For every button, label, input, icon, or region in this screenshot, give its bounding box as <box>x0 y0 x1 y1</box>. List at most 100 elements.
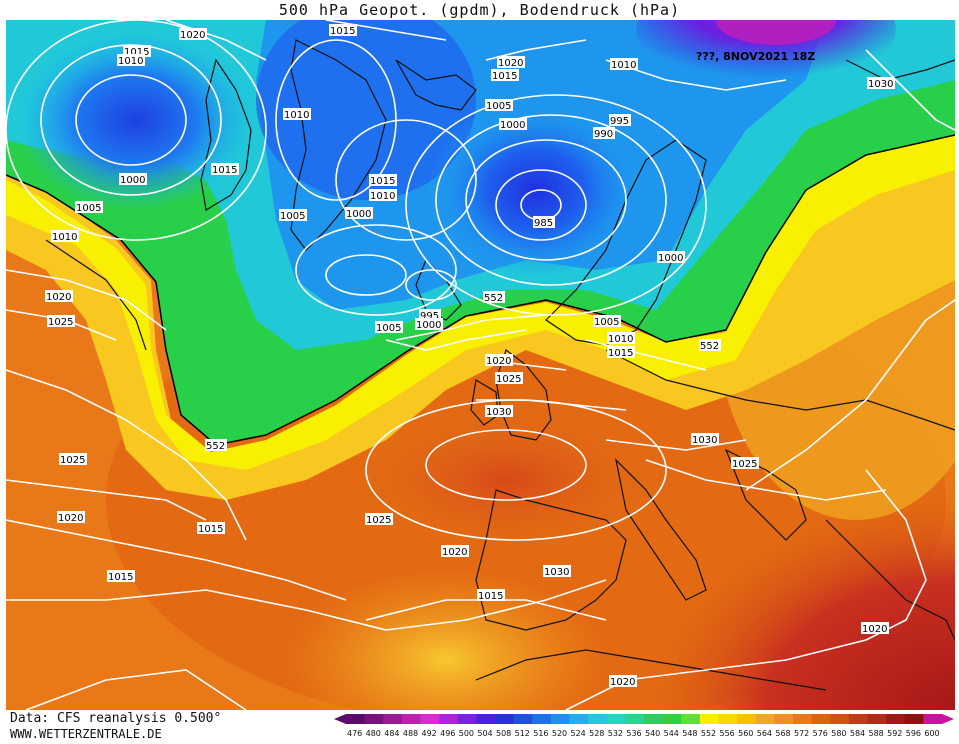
pressure-label: 1000 <box>119 173 147 186</box>
legend-swatch <box>401 714 421 724</box>
svg-text:1000: 1000 <box>500 120 525 131</box>
legend-swatch <box>383 714 403 724</box>
pressure-label: 1025 <box>47 315 75 328</box>
legend-tick-label: 512 <box>515 729 530 738</box>
legend-tick-label: 556 <box>720 729 735 738</box>
svg-text:1025: 1025 <box>60 455 85 466</box>
svg-text:1030: 1030 <box>692 435 717 446</box>
legend-swatch <box>420 714 440 724</box>
pressure-label: 1015 <box>211 163 239 176</box>
legend-tick-label: 504 <box>477 729 492 738</box>
svg-text:1010: 1010 <box>611 60 636 71</box>
pressure-label: 1010 <box>369 189 397 202</box>
pressure-label: 1015 <box>607 346 635 359</box>
chart-title: 500 hPa Geopot. (gpdm), Bodendruck (hPa) <box>278 1 681 19</box>
legend-swatch <box>681 714 701 724</box>
svg-text:1025: 1025 <box>496 374 521 385</box>
svg-text:1010: 1010 <box>52 232 77 243</box>
svg-text:1005: 1005 <box>594 317 619 328</box>
svg-text:1010: 1010 <box>370 191 395 202</box>
svg-text:552: 552 <box>484 293 503 304</box>
pressure-label: 1005 <box>485 99 513 112</box>
svg-text:1015: 1015 <box>478 591 503 602</box>
pressure-label: 1020 <box>861 622 889 635</box>
pressure-label: 1025 <box>731 457 759 470</box>
pressure-label: 1015 <box>107 570 135 583</box>
pressure-label: 1000 <box>499 118 527 131</box>
legend-tick-label: 572 <box>794 729 809 738</box>
yellow-bright-band <box>6 128 955 470</box>
legend-tick-label: 500 <box>459 729 474 738</box>
svg-text:1015: 1015 <box>212 165 237 176</box>
isohypse-552 <box>6 134 955 446</box>
svg-text:1020: 1020 <box>610 677 635 688</box>
pressure-label: 1030 <box>691 433 719 446</box>
pressure-label: 1015 <box>329 24 357 37</box>
svg-text:1020: 1020 <box>498 58 523 69</box>
legend-swatch <box>532 714 552 724</box>
legend-tick-label: 592 <box>887 729 902 738</box>
legend-swatch <box>755 714 775 724</box>
legend-swatch <box>774 714 794 724</box>
pressure-label: 1000 <box>345 207 373 220</box>
legend-tick-label: 488 <box>403 729 418 738</box>
legend-swatch <box>439 714 459 724</box>
legend-tick-label: 560 <box>738 729 753 738</box>
svg-text:1000: 1000 <box>416 320 441 331</box>
weather-map: 1015 1010 1020 1015 1020 1015 1010 1030 … <box>6 20 955 710</box>
high-red-core <box>356 410 656 550</box>
svg-text:1020: 1020 <box>442 547 467 558</box>
legend-tick-label: 484 <box>384 729 399 738</box>
pressure-label: 1005 <box>593 315 621 328</box>
legend-tick-label: 568 <box>775 729 790 738</box>
svg-text:1030: 1030 <box>868 79 893 90</box>
svg-text:1015: 1015 <box>198 524 223 535</box>
svg-text:1020: 1020 <box>862 624 887 635</box>
pressure-label: 985 <box>533 216 555 229</box>
isobars <box>6 20 955 710</box>
legend-tick-label: 584 <box>850 729 865 738</box>
pressure-label: 1010 <box>117 54 145 67</box>
legend-swatch <box>904 714 924 724</box>
legend-swatch <box>364 714 384 724</box>
legend-arrow-right <box>942 714 954 724</box>
legend-swatch <box>737 714 757 724</box>
svg-text:1010: 1010 <box>118 56 143 67</box>
pressure-label: 1015 <box>477 589 505 602</box>
legend-swatch <box>923 714 943 724</box>
svg-text:552: 552 <box>206 441 225 452</box>
pressure-label: 1015 <box>369 174 397 187</box>
polar-low-core <box>716 20 836 45</box>
legend-tick-label: 528 <box>589 729 604 738</box>
legend-swatch <box>662 714 682 724</box>
legend-swatch <box>588 714 608 724</box>
pressure-label: 1005 <box>75 201 103 214</box>
svg-text:1010: 1010 <box>284 110 309 121</box>
pressure-label: 1025 <box>365 513 393 526</box>
geopotential-label: 552 <box>483 291 505 304</box>
legend-tick-label: 576 <box>813 729 828 738</box>
date-stamp: ???, 8NOV2021 18Z <box>696 50 815 63</box>
svg-text:1025: 1025 <box>48 317 73 328</box>
svg-text:1020: 1020 <box>486 356 511 367</box>
svg-text:1020: 1020 <box>58 513 83 524</box>
pressure-label: 1025 <box>495 372 523 385</box>
legend-tick-label: 532 <box>608 729 623 738</box>
legend-swatch <box>793 714 813 724</box>
legend-tick-label: 548 <box>682 729 697 738</box>
pressure-label: 1010 <box>283 108 311 121</box>
legend-tick-label: 540 <box>645 729 660 738</box>
legend-tick-label: 492 <box>422 729 437 738</box>
svg-text:1015: 1015 <box>370 176 395 187</box>
svg-text:1020: 1020 <box>46 292 71 303</box>
legend-tick-label: 496 <box>440 729 455 738</box>
svg-text:1030: 1030 <box>486 407 511 418</box>
pressure-label: 1020 <box>57 511 85 524</box>
svg-text:1010: 1010 <box>608 334 633 345</box>
svg-text:1015: 1015 <box>108 572 133 583</box>
legend-tick-label: 544 <box>664 729 679 738</box>
legend-swatch <box>606 714 626 724</box>
legend-swatch <box>830 714 850 724</box>
svg-text:1000: 1000 <box>346 209 371 220</box>
legend-swatch <box>886 714 906 724</box>
